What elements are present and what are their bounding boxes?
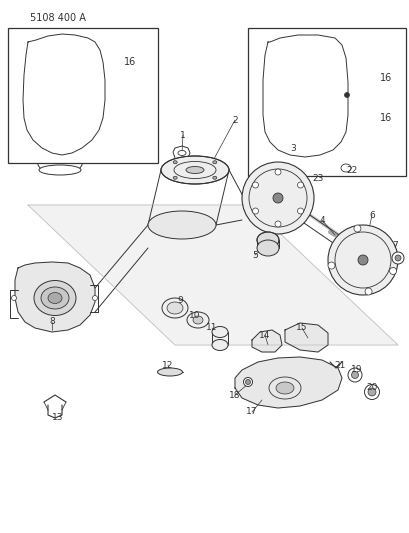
Ellipse shape xyxy=(48,293,62,303)
Ellipse shape xyxy=(161,156,229,184)
Ellipse shape xyxy=(327,262,334,269)
Text: 16: 16 xyxy=(379,113,391,123)
Ellipse shape xyxy=(212,161,216,164)
Ellipse shape xyxy=(173,161,177,164)
Text: 15: 15 xyxy=(296,324,307,333)
Polygon shape xyxy=(15,262,95,332)
Text: 23: 23 xyxy=(312,174,323,182)
Text: 11: 11 xyxy=(206,324,217,333)
Text: 9: 9 xyxy=(177,295,182,304)
Text: 5: 5 xyxy=(252,251,257,260)
Text: 4: 4 xyxy=(319,215,324,224)
Ellipse shape xyxy=(241,162,313,234)
Ellipse shape xyxy=(364,384,379,400)
Ellipse shape xyxy=(245,379,250,384)
Ellipse shape xyxy=(297,208,303,214)
Ellipse shape xyxy=(157,368,182,376)
Ellipse shape xyxy=(178,150,186,156)
Ellipse shape xyxy=(272,193,282,203)
Ellipse shape xyxy=(187,312,209,328)
Ellipse shape xyxy=(389,268,396,274)
Bar xyxy=(247,28,405,176)
Text: 19: 19 xyxy=(351,366,362,375)
Text: 2: 2 xyxy=(231,116,237,125)
Ellipse shape xyxy=(256,240,278,256)
Ellipse shape xyxy=(394,255,400,261)
Ellipse shape xyxy=(297,182,303,188)
Polygon shape xyxy=(284,323,327,352)
Ellipse shape xyxy=(351,372,357,378)
Ellipse shape xyxy=(211,327,227,337)
Ellipse shape xyxy=(347,368,361,382)
Ellipse shape xyxy=(166,302,182,314)
Polygon shape xyxy=(28,205,397,345)
Ellipse shape xyxy=(41,287,69,309)
Text: 18: 18 xyxy=(229,391,240,400)
Text: 12: 12 xyxy=(162,360,173,369)
Ellipse shape xyxy=(353,225,360,232)
Ellipse shape xyxy=(367,388,375,396)
Ellipse shape xyxy=(211,340,227,351)
Ellipse shape xyxy=(186,166,204,174)
Text: 22: 22 xyxy=(346,166,357,174)
Ellipse shape xyxy=(327,225,397,295)
Ellipse shape xyxy=(92,295,97,301)
Ellipse shape xyxy=(39,165,81,175)
Ellipse shape xyxy=(344,93,348,98)
Ellipse shape xyxy=(162,298,188,318)
Ellipse shape xyxy=(274,221,280,227)
Ellipse shape xyxy=(243,377,252,386)
Text: 21: 21 xyxy=(333,360,345,369)
Ellipse shape xyxy=(274,169,280,175)
Ellipse shape xyxy=(193,316,202,324)
Polygon shape xyxy=(252,330,281,352)
Text: 10: 10 xyxy=(189,311,200,319)
Ellipse shape xyxy=(252,182,258,188)
Text: 8: 8 xyxy=(49,318,55,327)
Ellipse shape xyxy=(357,255,367,265)
Polygon shape xyxy=(234,357,341,408)
Text: 13: 13 xyxy=(52,414,63,423)
Ellipse shape xyxy=(275,382,293,394)
Text: 3: 3 xyxy=(290,143,295,152)
Polygon shape xyxy=(262,35,347,157)
Ellipse shape xyxy=(364,288,371,295)
Ellipse shape xyxy=(340,164,350,172)
Text: 20: 20 xyxy=(365,384,377,392)
Text: 16: 16 xyxy=(379,73,391,83)
Ellipse shape xyxy=(173,176,177,179)
Ellipse shape xyxy=(34,280,76,316)
Text: 16: 16 xyxy=(124,57,136,67)
Ellipse shape xyxy=(256,232,278,248)
Text: 1: 1 xyxy=(180,131,185,140)
Ellipse shape xyxy=(11,295,16,301)
Ellipse shape xyxy=(391,252,403,264)
Polygon shape xyxy=(23,34,105,155)
Ellipse shape xyxy=(148,211,216,239)
Text: 5108 400 A: 5108 400 A xyxy=(30,13,85,23)
Text: 17: 17 xyxy=(246,408,257,416)
Text: 6: 6 xyxy=(368,211,374,220)
Text: 7: 7 xyxy=(391,240,397,249)
Text: 14: 14 xyxy=(258,330,270,340)
Ellipse shape xyxy=(252,208,258,214)
Bar xyxy=(8,28,157,163)
Ellipse shape xyxy=(212,176,216,179)
